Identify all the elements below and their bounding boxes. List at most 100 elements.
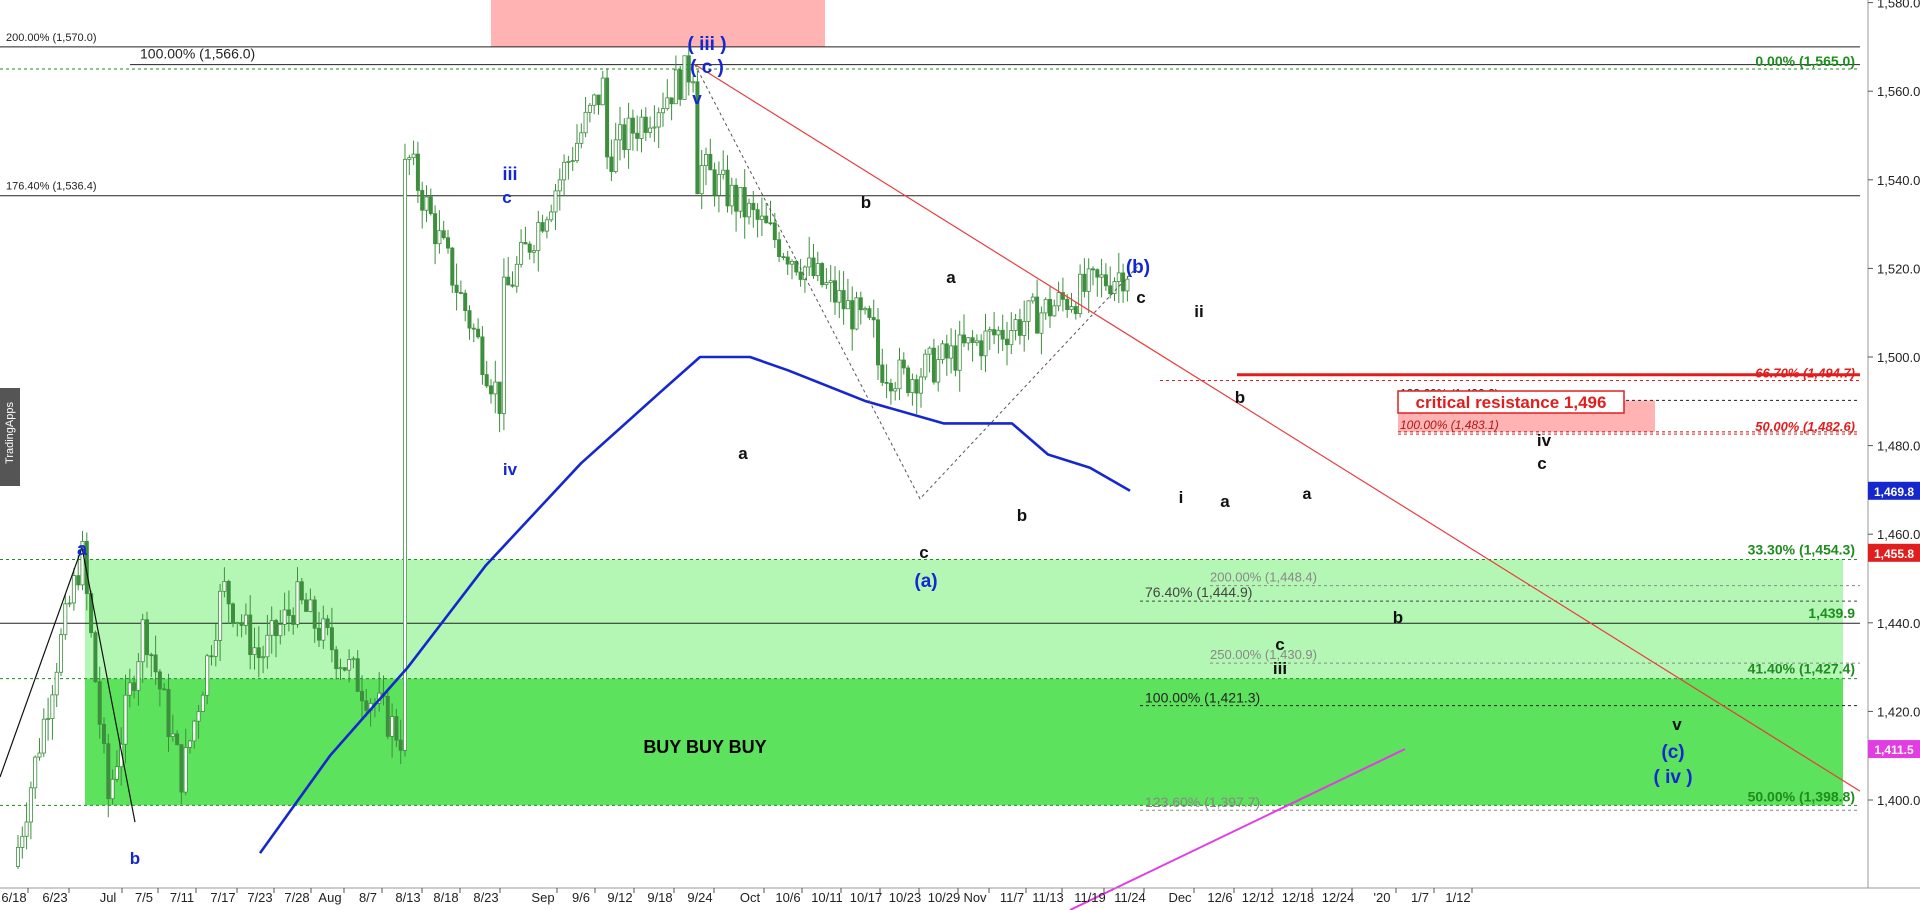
candle-body (768, 222, 773, 225)
candle-body (213, 640, 218, 657)
candle-body (338, 667, 343, 670)
x-tick-label: 9/6 (572, 890, 590, 905)
candle-body (532, 250, 537, 253)
candle-body (394, 716, 399, 741)
candle-body (729, 184, 734, 207)
candle-body (936, 359, 941, 383)
y-tick-label: 1,540.0 (1877, 173, 1920, 188)
zone-pink_top (491, 0, 825, 47)
candle-body (863, 308, 868, 311)
candle-body (888, 382, 893, 392)
candle-body (1099, 274, 1104, 278)
candle-body (764, 215, 769, 224)
candle-body (407, 157, 412, 160)
wave-label: b (861, 193, 871, 212)
candle-body (536, 222, 541, 252)
candle-body (347, 659, 352, 671)
candle-body (966, 337, 971, 344)
price-badge-label: 1,469.8 (1874, 485, 1914, 499)
x-tick-label: 1/12 (1445, 890, 1470, 905)
buy-zone-label: BUY BUY BUY (643, 737, 766, 757)
candle-body (1043, 298, 1048, 314)
wave-label: c (1537, 454, 1546, 473)
level-label: 100.00% (1,421.3) (1145, 690, 1260, 706)
wave-label: ( iv ) (1653, 767, 1692, 788)
candle-body (906, 367, 911, 394)
wave-label: iii (502, 164, 517, 184)
wave-label: b (1393, 608, 1403, 627)
x-tick-label: 7/28 (284, 890, 309, 905)
candle-body (433, 213, 438, 245)
candle-body (84, 540, 89, 595)
candle-body (316, 627, 321, 641)
candle-body (402, 158, 407, 751)
y-tick-label: 1,420.0 (1877, 704, 1920, 719)
wave-label: c (502, 188, 511, 207)
candle-body (919, 376, 924, 394)
level-label: 200.00% (1,448.4) (1210, 570, 1317, 585)
level-label: 123.60% (1,397.7) (1145, 794, 1260, 810)
candle-body (867, 308, 872, 318)
candle-body (415, 153, 420, 191)
candle-body (480, 336, 485, 376)
candle-body (252, 647, 257, 656)
candle-body (1103, 274, 1108, 287)
candle-body (661, 108, 666, 114)
candle-body (467, 310, 472, 329)
wave-dashed-line (694, 64, 1141, 500)
candle-body (549, 211, 554, 221)
candle-body (1052, 305, 1057, 317)
candle-body (192, 720, 197, 742)
candle-body (175, 733, 180, 746)
candle-body (992, 329, 997, 336)
candle-body (33, 756, 38, 789)
x-tick-label: 12/6 (1207, 890, 1232, 905)
candle-body (540, 222, 545, 232)
candle-body (273, 620, 278, 637)
wave-label: (c) (1661, 742, 1684, 763)
candle-body (931, 347, 936, 383)
candle-body (76, 575, 81, 586)
candle-body (738, 187, 743, 212)
candle-body (970, 337, 975, 343)
wave-label: ii (1194, 302, 1203, 321)
candle-body (1048, 298, 1053, 317)
y-tick-label: 1,560.0 (1877, 84, 1920, 99)
wave-label: i (1179, 488, 1184, 507)
candle-body (15, 846, 20, 867)
candle-body (755, 209, 760, 220)
x-tick-label: 10/6 (775, 890, 800, 905)
candle-body (987, 329, 992, 332)
candle-body (46, 718, 51, 720)
candle-body (1095, 269, 1100, 278)
wave-label: a (946, 268, 956, 287)
candle-body (1065, 298, 1070, 310)
candle-body (1091, 268, 1096, 271)
x-tick-label: 7/17 (210, 890, 235, 905)
x-tick-label: 10/11 (811, 890, 843, 905)
candle-body (721, 169, 726, 175)
candle-body (673, 69, 678, 105)
zone-light_green (85, 559, 1843, 679)
candle-body (566, 161, 571, 163)
x-tick-label: 7/11 (170, 890, 194, 905)
x-tick-label: 11/13 (1032, 890, 1064, 905)
candle-body (678, 69, 683, 100)
candle-body (527, 243, 532, 253)
candle-body (927, 347, 932, 355)
candle-body (669, 97, 674, 105)
level-label: 176.40% (1,536.4) (6, 181, 97, 193)
wave-label: iv (1537, 431, 1552, 450)
moving-average-line (258, 355, 1131, 854)
wave-label: c (1275, 635, 1284, 654)
y-tick-label: 1,480.0 (1877, 439, 1920, 454)
candle-body (811, 257, 816, 277)
candle-body (979, 340, 984, 357)
candle-body (648, 127, 653, 133)
wave-label: a (77, 539, 88, 559)
candle-body (325, 618, 330, 629)
wave-label: ( iii ) (687, 34, 726, 55)
candle-body (54, 671, 59, 696)
